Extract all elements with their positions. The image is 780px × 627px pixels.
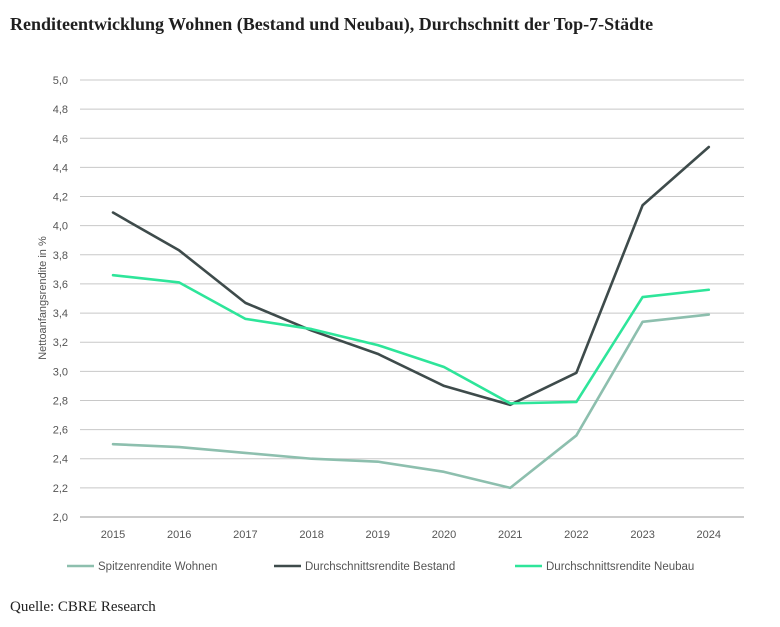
series-line-3 [111,273,711,405]
legend-label-3: Durchschnittsrendite Neubau [546,561,694,573]
legend-label-2: Durchschnittsrendite Bestand [305,561,455,573]
y-tick-label: 5,0 [53,75,68,87]
x-tick-label: 2024 [697,529,721,541]
y-axis-label: Nettoanfangsrendite in % [37,236,49,360]
y-tick-label: 4,0 [53,221,68,233]
line-chart: 2,0 2,2 2,4 2,6 2,8 3,0 3,2 3,4 3,6 3,8 4,0 4,2 4,4 4… [37,75,744,573]
legend-label-1: Spitzenrendite Wohnen [98,561,217,573]
series-line-2 [111,145,711,407]
x-tick-label: 2020 [432,529,456,541]
y-tick-label: 4,2 [53,192,68,204]
gridlines [80,79,744,518]
y-tick-label: 3,4 [53,308,68,320]
y-tick-label: 2,4 [53,454,68,466]
source-note: Quelle: CBRE Research [10,599,156,615]
series-lines [111,145,711,490]
x-tick-label: 2022 [564,529,588,541]
x-tick-label: 2023 [630,529,654,541]
y-tick-label: 2,6 [53,425,68,437]
series-line-1 [111,313,711,490]
y-tick-label: 4,6 [53,133,68,145]
y-tick-label: 4,8 [53,104,68,116]
x-tick-label: 2015 [101,529,125,541]
legend: Spitzenrendite Wohnen Durchschnittsrendit… [67,561,694,573]
y-axis-ticks: 2,0 2,2 2,4 2,6 2,8 3,0 3,2 3,4 3,6 3,8 4,0 4,2 4,4 4… [53,75,68,524]
y-tick-label: 3,8 [53,250,68,262]
chart-title: Renditeentwicklung Wohnen (Bestand und N… [10,14,654,34]
x-tick-label: 2021 [498,529,522,541]
x-tick-label: 2019 [366,529,390,541]
y-tick-label: 2,8 [53,395,68,407]
y-tick-label: 3,6 [53,279,68,291]
y-tick-label: 3,2 [53,337,68,349]
y-tick-label: 2,0 [53,512,68,524]
x-tick-label: 2016 [167,529,191,541]
x-tick-label: 2017 [233,529,257,541]
y-tick-label: 4,4 [53,162,68,174]
x-tick-label: 2018 [299,529,323,541]
y-tick-label: 2,2 [53,483,68,495]
x-axis-ticks: 2015 2016 2017 2018 2019 2020 2021 2022 2023 2024 [101,529,721,541]
y-tick-label: 3,0 [53,366,68,378]
